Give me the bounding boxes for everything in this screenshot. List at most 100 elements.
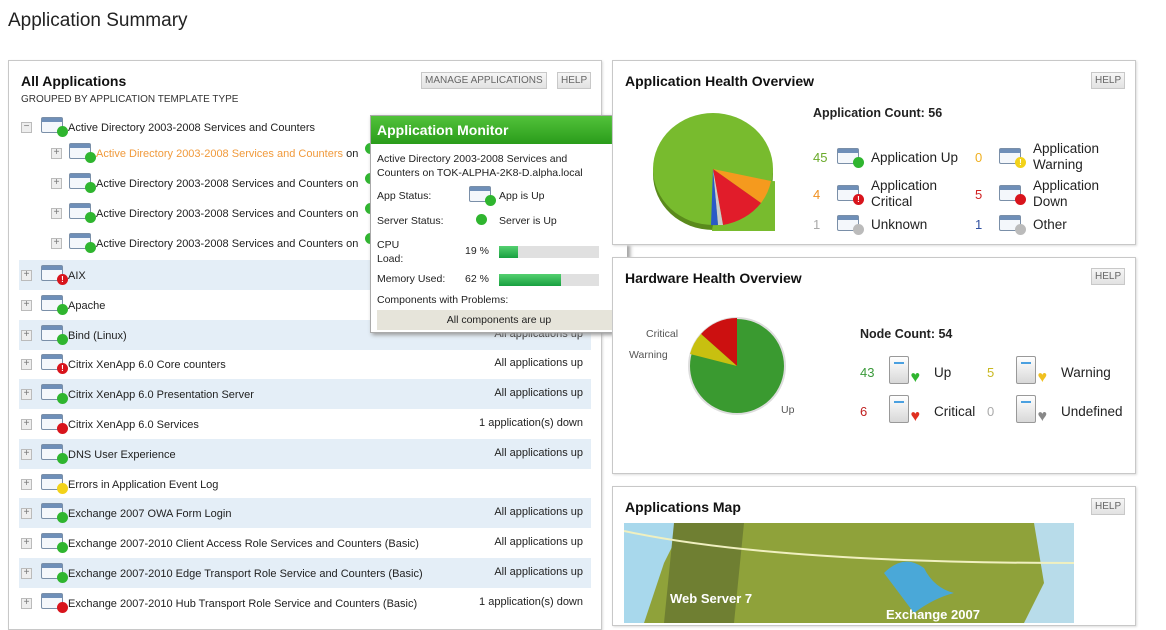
group-label[interactable]: Citrix XenApp 6.0 Services (68, 419, 199, 431)
legend-label[interactable]: Undefined (1061, 404, 1123, 419)
group-label[interactable]: Active Directory 2003-2008 Services and … (68, 122, 316, 134)
app-up-icon (41, 563, 68, 583)
app-up-icon (469, 186, 496, 206)
group-label[interactable]: Errors in Application Event Log (68, 478, 219, 491)
group-label[interactable]: Exchange 2007-2010 Client Access Role Se… (68, 538, 419, 551)
app-down-icon (41, 414, 68, 434)
legend-status-icon (999, 185, 1026, 205)
panel-title: All Applications (21, 73, 127, 89)
monitor-link[interactable]: Active Directory 2003-2008 Services and … (96, 148, 359, 160)
group-label[interactable]: AIX (68, 270, 86, 282)
table-row[interactable]: + Citrix XenApp 6.0 Services 1 application… (19, 409, 591, 439)
table-row[interactable]: + Exchange 2007-2010 Edge Transport Role … (19, 558, 591, 588)
expand-icon[interactable]: + (21, 299, 32, 311)
panel-subtitle: GROUPED BY APPLICATION TEMPLATE TYPE (21, 94, 239, 105)
legend-label[interactable]: Critical (934, 404, 976, 419)
pie-label-critical: Critical (646, 328, 679, 340)
app-up-icon (41, 384, 68, 405)
slice-other (711, 169, 718, 226)
legend-count: 5 (975, 187, 983, 202)
group-label[interactable]: DNS User Experience (68, 448, 176, 461)
help-button[interactable]: HELP (557, 72, 592, 89)
collapse-icon[interactable]: − (21, 122, 32, 133)
expand-icon[interactable]: + (21, 359, 32, 371)
expand-icon[interactable]: + (21, 270, 32, 281)
legend-label[interactable]: Application Warning (1033, 141, 1100, 172)
group-status: All applications up (494, 566, 583, 578)
expand-icon[interactable]: + (21, 478, 32, 490)
group-label[interactable]: Exchange 2007 OWA Form Login (68, 508, 232, 521)
table-row[interactable]: + Apache (19, 290, 591, 320)
legend-label[interactable]: Other (1033, 217, 1067, 232)
app-up-icon (41, 533, 68, 554)
applications-map[interactable]: Web Server 7 Exchange 2007 (624, 523, 1074, 623)
legend-label[interactable]: Application Critical (871, 178, 938, 209)
group-label[interactable]: Exchange 2007-2010 Edge Transport Role S… (68, 568, 423, 580)
legend-count: 4 (813, 187, 821, 202)
cpu-load-bar (499, 246, 599, 258)
help-button[interactable]: HELP (1091, 72, 1126, 89)
monitor-link[interactable]: Active Directory 2003-2008 Services and … (96, 238, 359, 250)
help-button[interactable]: HELP (1091, 498, 1126, 515)
expand-icon[interactable]: + (51, 178, 62, 189)
expand-icon[interactable]: + (51, 238, 62, 249)
node-count: Node Count: 54 (860, 327, 953, 341)
legend-label[interactable]: Application Down (1033, 178, 1100, 209)
expand-icon[interactable]: + (21, 568, 32, 579)
app-critical-icon: ! (41, 265, 68, 285)
slice-warning (690, 334, 737, 366)
group-label[interactable]: Bind (Linux) (68, 329, 127, 342)
app-up-icon (41, 294, 68, 315)
app-up-icon (41, 503, 68, 524)
legend-count: 6 (860, 404, 868, 419)
map-label-exchange[interactable]: Exchange 2007 (886, 607, 980, 622)
legend-label[interactable]: Up (934, 365, 952, 380)
server-health-icon: ♥ (1016, 395, 1047, 425)
app-status-label: App Status: (377, 190, 432, 202)
table-row[interactable]: + Exchange 2007-2010 Hub Transport Role S… (19, 588, 591, 618)
group-label[interactable]: Citrix XenApp 6.0 Presentation Server (68, 389, 254, 402)
group-label[interactable]: Apache (68, 299, 106, 312)
hardware-health-panel: Hardware Health Overview HELP Critical W… (612, 257, 1136, 474)
legend-label[interactable]: Application Up (871, 150, 959, 165)
group-status: 1 application(s) down (479, 595, 583, 608)
server-up-icon (476, 214, 487, 225)
tree-row-expanded[interactable]: − Active Directory 2003-2008 Services and… (19, 112, 591, 142)
group-label[interactable]: Exchange 2007-2010 Hub Transport Role Se… (68, 597, 418, 610)
table-row[interactable]: +! Citrix XenApp 6.0 Core counters All app… (19, 349, 591, 379)
app-warning-icon (41, 473, 68, 494)
app-up-icon (41, 443, 68, 464)
legend-count: 43 (860, 365, 875, 380)
app-critical-icon: ! (41, 354, 68, 375)
expand-icon[interactable]: + (21, 538, 32, 550)
expand-icon[interactable]: + (21, 329, 32, 341)
legend-label[interactable]: Unknown (871, 217, 928, 232)
app-up-icon (41, 324, 68, 345)
legend-count: 5 (987, 365, 995, 380)
map-label-web-server[interactable]: Web Server 7 (670, 591, 752, 606)
table-row[interactable]: + Exchange 2007-2010 Client Access Role S… (19, 528, 591, 558)
server-health-icon: ♥ (889, 395, 920, 425)
table-row[interactable]: + DNS User Experience All applications up (19, 438, 591, 469)
expand-icon[interactable]: + (51, 148, 62, 159)
application-health-pie (653, 113, 775, 231)
monitor-link[interactable]: Active Directory 2003-2008 Services and … (96, 208, 359, 220)
panel-title: Applications Map (625, 499, 741, 515)
help-button[interactable]: HELP (1091, 268, 1126, 285)
legend-label[interactable]: Warning (1061, 365, 1111, 380)
expand-icon[interactable]: + (21, 419, 32, 430)
table-row[interactable]: + Errors in Application Event Log (19, 469, 591, 499)
expand-icon[interactable]: + (21, 389, 32, 401)
expand-icon[interactable]: + (21, 508, 32, 520)
expand-icon[interactable]: + (21, 448, 32, 460)
group-label[interactable]: Citrix XenApp 6.0 Core counters (68, 359, 226, 372)
manage-applications-button[interactable]: MANAGE APPLICATIONS (421, 72, 547, 89)
expand-icon[interactable]: + (21, 597, 32, 609)
table-row[interactable]: + Exchange 2007 OWA Form Login All applica… (19, 498, 591, 529)
group-status: 1 application(s) down (479, 417, 583, 429)
expand-icon[interactable]: + (51, 208, 62, 219)
slice-down (713, 169, 761, 225)
tree-child-row[interactable]: + Active Directory 2003-2008 Services and… (19, 228, 591, 258)
table-row[interactable]: + Citrix XenApp 6.0 Presentation Server Al… (19, 379, 591, 410)
monitor-link[interactable]: Active Directory 2003-2008 Services and … (96, 178, 359, 190)
